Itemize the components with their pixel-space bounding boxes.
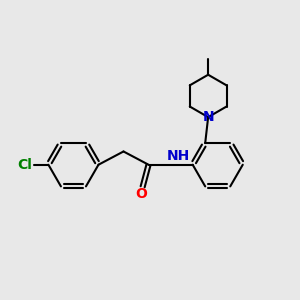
Text: N: N — [202, 110, 214, 124]
Text: O: O — [135, 187, 147, 201]
Text: NH: NH — [166, 149, 190, 164]
Text: Cl: Cl — [17, 158, 32, 172]
